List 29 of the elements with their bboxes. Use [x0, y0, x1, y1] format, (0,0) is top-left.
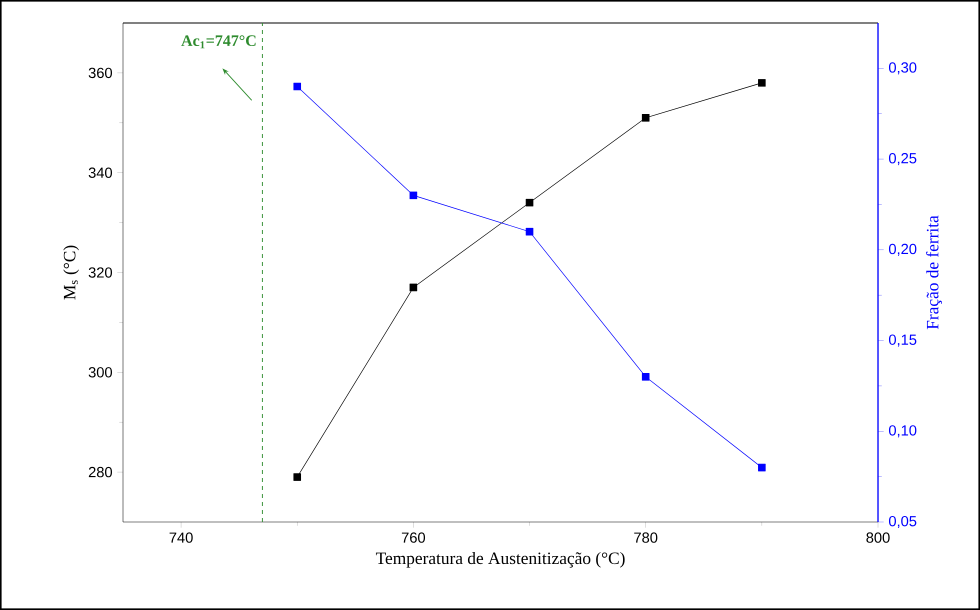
y2-axis-title: Fração de ferrita — [926, 215, 942, 330]
point — [526, 198, 534, 206]
y2-tick-label: 0,20 — [888, 244, 916, 256]
y-tick-label: 300 — [88, 367, 112, 378]
point — [642, 373, 650, 381]
y2-tick-label: 0,25 — [888, 153, 916, 166]
point — [410, 192, 418, 200]
x-tick-label: 740 — [170, 532, 193, 543]
y2-tick-label: 0,10 — [888, 425, 916, 438]
point — [758, 79, 766, 87]
point — [293, 82, 302, 90]
ref-line-label: Ac$_{1}$=747°C — [181, 35, 256, 48]
y2-tick-label: 0,05 — [888, 516, 916, 528]
point — [293, 473, 302, 481]
point — [410, 284, 418, 292]
y-tick-label: 320 — [88, 267, 112, 278]
x-tick-label: 800 — [866, 532, 890, 543]
x-axis-title: Temperatura de Austenitização (°C) — [376, 552, 625, 568]
y-tick-label: 280 — [88, 466, 112, 478]
point — [526, 228, 534, 236]
x-tick-label: 780 — [634, 532, 658, 543]
y2-tick-label: 0,30 — [888, 62, 916, 74]
point — [758, 464, 766, 472]
y2-tick-label: 0,15 — [888, 334, 916, 347]
x-tick-label: 760 — [402, 532, 426, 543]
y-axis-title: M$_{s}$ (°C) — [63, 246, 79, 300]
point — [642, 114, 650, 122]
y-tick-label: 340 — [88, 168, 112, 178]
y-tick-label: 360 — [88, 68, 112, 78]
